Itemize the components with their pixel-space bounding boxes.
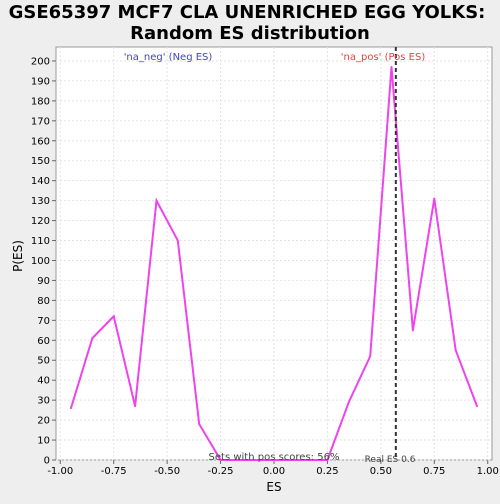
y-tick-label: 50 [37, 356, 50, 367]
y-tick-label: 80 [37, 296, 50, 307]
y-tick-label: 0 [44, 456, 50, 467]
series-point [369, 355, 372, 358]
series-point [112, 315, 115, 318]
y-tick-label: 180 [31, 96, 50, 107]
x-axis-ticks: -1.00 -0.75 -0.50 -0.25 0.00 0.25 0.50 0.75 1.00 [47, 460, 499, 477]
chart-title-line1: GSE65397 MCF7 CLA UNENRICHED EGG YOLKS: [9, 2, 486, 23]
series-point [326, 459, 329, 461]
y-tick-label: 40 [37, 376, 50, 387]
series-point [134, 405, 137, 408]
pos-es-label: 'na_pos' (Pos ES) [341, 52, 426, 63]
y-tick-label: 100 [31, 256, 50, 267]
series-point [155, 199, 158, 202]
series-point [91, 337, 94, 340]
y-tick-label: 190 [31, 76, 50, 87]
y-tick-label: 130 [31, 196, 50, 207]
pos-scores-annotation: Sets with pos scores: 56% [209, 452, 340, 463]
y-tick-label: 10 [37, 436, 50, 447]
x-tick-label: 0.75 [423, 466, 445, 477]
series-point [283, 459, 286, 461]
series-point [347, 401, 350, 404]
series-point [305, 459, 308, 461]
y-tick-label: 90 [37, 276, 50, 287]
series-point [198, 423, 201, 426]
x-tick-label: -0.25 [208, 466, 234, 477]
series-point [476, 405, 479, 408]
y-tick-label: 120 [31, 216, 50, 227]
y-tick-label: 160 [31, 136, 50, 147]
y-tick-label: 110 [31, 236, 50, 247]
neg-es-label: 'na_neg' (Neg ES) [124, 52, 213, 63]
y-tick-label: 170 [31, 116, 50, 127]
y-tick-label: 200 [31, 56, 50, 67]
real-es-annotation: Real ES 0.6 [365, 455, 416, 465]
x-axis-label: ES [266, 480, 281, 494]
x-tick-label: -0.75 [101, 466, 127, 477]
y-tick-label: 30 [37, 396, 50, 407]
series-point [454, 349, 457, 352]
chart-title-line2: Random ES distribution [130, 23, 370, 44]
x-tick-label: -0.50 [154, 466, 180, 477]
series-point [219, 459, 222, 461]
series-line [70, 66, 478, 461]
series-point [240, 459, 243, 461]
x-tick-label: 1.00 [477, 466, 499, 477]
series-point [262, 459, 265, 461]
series-point [411, 329, 414, 332]
x-tick-label: 0.00 [263, 466, 285, 477]
grid-lines [56, 47, 492, 461]
y-tick-label: 60 [37, 336, 50, 347]
series-point [433, 197, 436, 200]
y-axis-ticks: 0 10 20 30 40 50 60 70 80 90 100 110 120 130 140 150 160… [31, 56, 56, 467]
y-tick-label: 150 [31, 156, 50, 167]
y-tick-label: 20 [37, 416, 50, 427]
x-tick-label: 0.25 [316, 466, 338, 477]
y-tick-label: 140 [31, 176, 50, 187]
y-tick-label: 70 [37, 316, 50, 327]
x-tick-label: -1.00 [47, 466, 73, 477]
series-point [176, 239, 179, 242]
y-axis-label: P(ES) [11, 240, 25, 272]
series-points [69, 65, 479, 461]
series-point [69, 407, 72, 410]
series-point [390, 65, 393, 68]
x-tick-label: 0.50 [370, 466, 392, 477]
